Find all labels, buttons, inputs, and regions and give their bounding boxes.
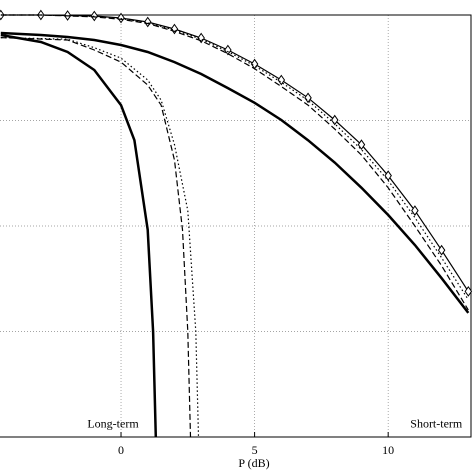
diamond-marker: [357, 139, 366, 151]
diamond-marker: [411, 205, 419, 216]
x-tick-label: 10: [382, 443, 394, 457]
x-tick-label: 0: [118, 443, 124, 457]
series-line: [0, 31, 470, 314]
series-line: [0, 14, 469, 311]
diamond-marker: [437, 244, 446, 256]
diamond-marker: [304, 92, 312, 104]
diamond-marker: [277, 74, 286, 86]
series-line: [0, 33, 158, 438]
diamond-marker: [90, 10, 99, 22]
plot-background: [0, 15, 471, 437]
series-line: [0, 37, 200, 438]
series-line: [0, 14, 469, 301]
diamond-marker: [143, 16, 152, 28]
x-axis-label: P (dB): [238, 456, 269, 470]
annotation: Long-term: [87, 417, 139, 431]
diamond-marker: [330, 114, 339, 126]
series-line: [0, 37, 192, 438]
x-tick-label: 5: [252, 443, 258, 457]
diamond-marker: [464, 286, 473, 297]
diamond-marker: [117, 12, 125, 24]
plot-frame: [0, 14, 472, 438]
diamond-marker: [224, 44, 232, 56]
diamond-marker: [384, 170, 392, 182]
annotation: Short-term: [410, 417, 463, 431]
